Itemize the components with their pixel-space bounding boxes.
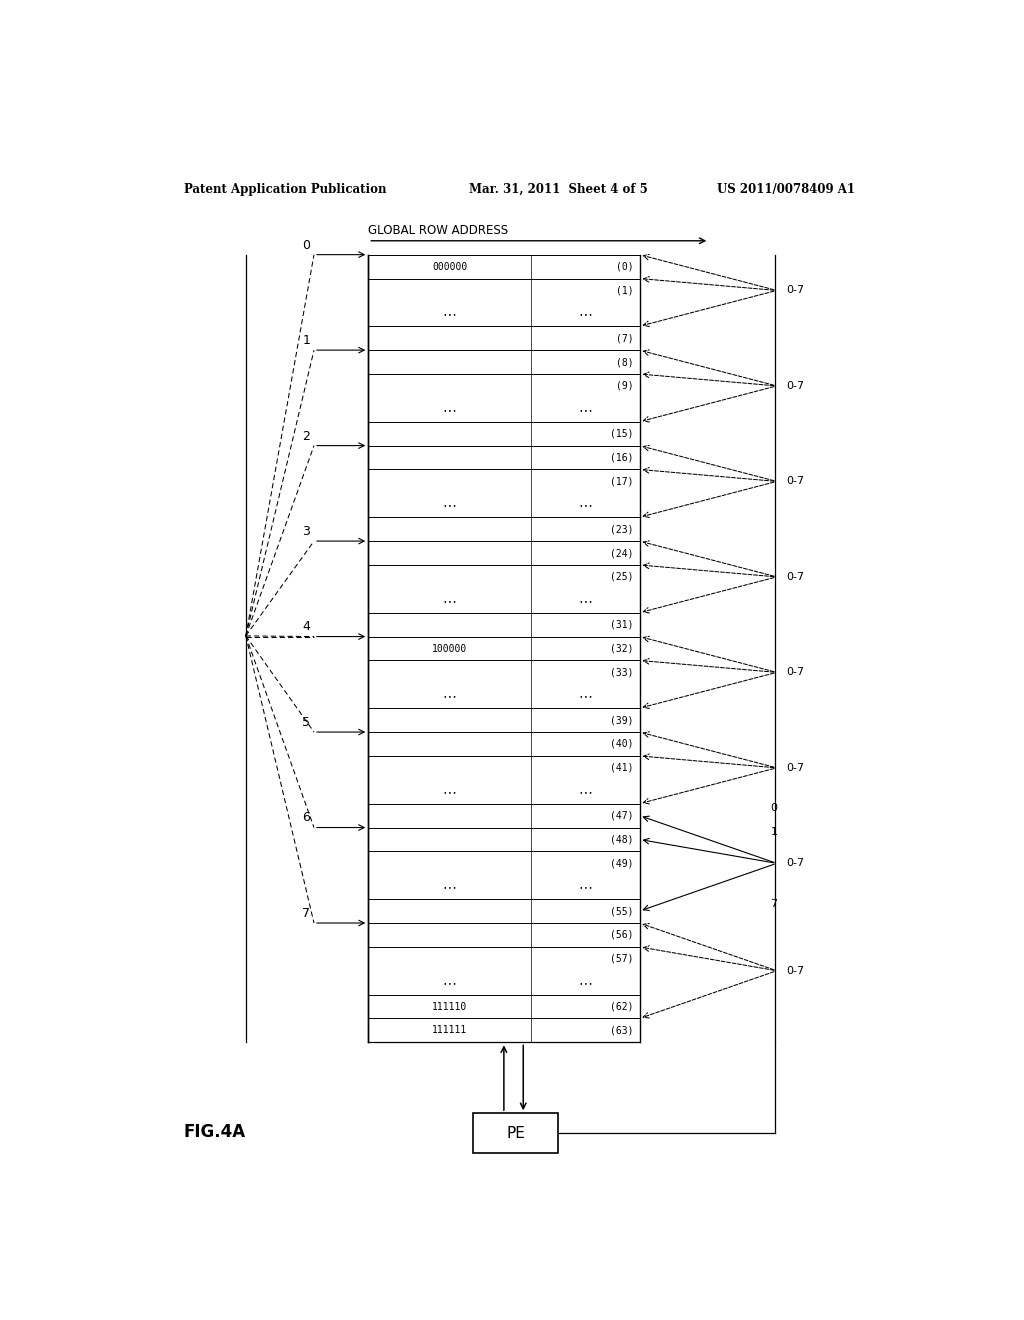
- Text: 0-7: 0-7: [786, 763, 804, 772]
- Text: (55): (55): [610, 906, 633, 916]
- Text: (49): (49): [610, 858, 633, 869]
- Text: (56): (56): [610, 931, 633, 940]
- Text: Patent Application Publication: Patent Application Publication: [183, 183, 386, 197]
- Text: ⋯: ⋯: [442, 308, 457, 321]
- Text: 3: 3: [302, 525, 310, 539]
- Text: 7: 7: [770, 899, 777, 908]
- Text: (15): (15): [610, 429, 633, 438]
- Text: ⋯: ⋯: [442, 784, 457, 799]
- Text: 1: 1: [302, 334, 310, 347]
- Text: (23): (23): [610, 524, 633, 535]
- Text: (32): (32): [610, 644, 633, 653]
- Text: (25): (25): [610, 572, 633, 582]
- Text: FIG.4A: FIG.4A: [183, 1123, 246, 1142]
- Text: 1: 1: [770, 828, 777, 837]
- Text: 0-7: 0-7: [786, 858, 804, 869]
- Text: (62): (62): [610, 1002, 633, 1011]
- Text: 111111: 111111: [432, 1026, 467, 1035]
- Text: 0-7: 0-7: [786, 285, 804, 296]
- Text: GLOBAL ROW ADDRESS: GLOBAL ROW ADDRESS: [369, 224, 508, 238]
- Text: (17): (17): [610, 477, 633, 486]
- Text: ⋯: ⋯: [579, 498, 592, 512]
- Text: ⋯: ⋯: [579, 880, 592, 894]
- Text: ⋯: ⋯: [442, 403, 457, 417]
- FancyBboxPatch shape: [473, 1113, 558, 1154]
- Text: (39): (39): [610, 715, 633, 725]
- Text: 100000: 100000: [432, 644, 467, 653]
- Text: ⋯: ⋯: [579, 689, 592, 704]
- Text: 0-7: 0-7: [786, 381, 804, 391]
- Text: ⋯: ⋯: [442, 880, 457, 894]
- Text: ⋯: ⋯: [579, 594, 592, 607]
- Text: (48): (48): [610, 834, 633, 845]
- Text: (16): (16): [610, 453, 633, 462]
- Text: (8): (8): [615, 358, 633, 367]
- Text: (63): (63): [610, 1026, 633, 1035]
- Text: (31): (31): [610, 619, 633, 630]
- Text: 0-7: 0-7: [786, 572, 804, 582]
- Text: 0-7: 0-7: [786, 966, 804, 975]
- Text: Mar. 31, 2011  Sheet 4 of 5: Mar. 31, 2011 Sheet 4 of 5: [469, 183, 648, 197]
- Text: 0-7: 0-7: [786, 668, 804, 677]
- Text: ⋯: ⋯: [579, 308, 592, 321]
- Text: 2: 2: [302, 429, 310, 442]
- Text: 6: 6: [302, 812, 310, 825]
- Text: 4: 4: [302, 620, 310, 634]
- Text: ⋯: ⋯: [579, 975, 592, 990]
- Text: ⋯: ⋯: [579, 784, 592, 799]
- Text: ⋯: ⋯: [442, 975, 457, 990]
- Text: 111110: 111110: [432, 1002, 467, 1011]
- Text: (57): (57): [610, 954, 633, 964]
- Text: (40): (40): [610, 739, 633, 748]
- Text: ⋯: ⋯: [442, 594, 457, 607]
- Text: 0: 0: [770, 804, 777, 813]
- Text: 5: 5: [302, 715, 310, 729]
- Text: US 2011/0078409 A1: US 2011/0078409 A1: [717, 183, 855, 197]
- Text: (1): (1): [615, 285, 633, 296]
- Text: (47): (47): [610, 810, 633, 821]
- Text: (0): (0): [615, 261, 633, 272]
- Text: (7): (7): [615, 333, 633, 343]
- Text: 0-7: 0-7: [786, 477, 804, 486]
- Text: ⋯: ⋯: [442, 498, 457, 512]
- Text: 0: 0: [302, 239, 310, 252]
- Text: PE: PE: [506, 1126, 525, 1140]
- Text: (24): (24): [610, 548, 633, 558]
- Text: (33): (33): [610, 668, 633, 677]
- Text: 000000: 000000: [432, 261, 467, 272]
- Text: (41): (41): [610, 763, 633, 772]
- Text: (9): (9): [615, 381, 633, 391]
- Text: ⋯: ⋯: [442, 689, 457, 704]
- Text: 7: 7: [302, 907, 310, 920]
- Text: ⋯: ⋯: [579, 403, 592, 417]
